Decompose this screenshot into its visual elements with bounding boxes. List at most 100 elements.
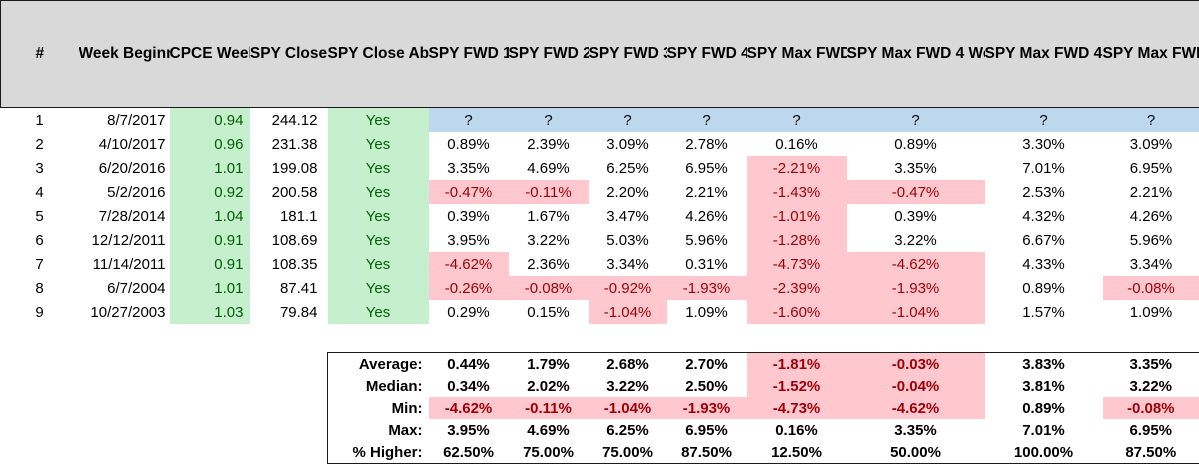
fwd1-cell[interactable]: 3.95%	[429, 228, 509, 252]
max-dd-cell[interactable]: -2.39%	[747, 276, 847, 300]
week-cell[interactable]: 10/27/2003	[79, 300, 170, 324]
row-number[interactable]: 8	[1, 276, 79, 300]
stat-dd-cell[interactable]: -1.52%	[747, 375, 847, 397]
fwd4-cell[interactable]: 1.09%	[667, 300, 747, 324]
stat-label[interactable]: Min:	[328, 397, 429, 419]
fwd3-cell[interactable]: -0.92%	[589, 276, 667, 300]
row-number[interactable]: 4	[1, 180, 79, 204]
max-du-cell[interactable]: ?	[985, 108, 1103, 133]
fwd4-cell[interactable]: 4.26%	[667, 204, 747, 228]
row-number[interactable]: 9	[1, 300, 79, 324]
sma-cell[interactable]: Yes	[328, 228, 429, 252]
stat-du-cell[interactable]: 3.83%	[985, 353, 1103, 376]
stat-fwd2-cell[interactable]: -0.11%	[509, 397, 589, 419]
stat-label[interactable]: Average:	[328, 353, 429, 376]
stat-fwd1-cell[interactable]: -4.62%	[429, 397, 509, 419]
spy-close-cell[interactable]: 79.84	[250, 300, 328, 324]
stat-label[interactable]: % Higher:	[328, 441, 429, 464]
stat-fwd2-cell[interactable]: 4.69%	[509, 419, 589, 441]
max-dd-close-cell[interactable]: -1.04%	[847, 300, 985, 324]
stat-fwd3-cell[interactable]: 3.22%	[589, 375, 667, 397]
sma-cell[interactable]: Yes	[328, 108, 429, 133]
empty-cell[interactable]	[1, 375, 79, 397]
max-du-close-cell[interactable]: 4.26%	[1103, 204, 1199, 228]
spy-close-cell[interactable]: 108.69	[250, 228, 328, 252]
fwd3-cell[interactable]: -1.04%	[589, 300, 667, 324]
stat-fwd1-cell[interactable]: 0.34%	[429, 375, 509, 397]
header-fwd3[interactable]: SPY FWD 3 Week Return	[589, 1, 667, 108]
fwd2-cell[interactable]: 4.69%	[509, 156, 589, 180]
fwd3-cell[interactable]: ?	[589, 108, 667, 133]
spy-close-cell[interactable]: 181.1	[250, 204, 328, 228]
fwd4-cell[interactable]: ?	[667, 108, 747, 133]
max-dd-close-cell[interactable]: -1.93%	[847, 276, 985, 300]
fwd2-cell[interactable]: 3.22%	[509, 228, 589, 252]
empty-row[interactable]	[1, 324, 1199, 353]
header-max-dd-close[interactable]: SPY Max FWD 4 Week Drawdown *Close	[847, 1, 985, 108]
empty-cell[interactable]	[250, 353, 328, 376]
empty-cell[interactable]	[1, 397, 79, 419]
max-du-close-cell[interactable]: ?	[1103, 108, 1199, 133]
fwd1-cell[interactable]: 3.35%	[429, 156, 509, 180]
spy-close-cell[interactable]: 87.41	[250, 276, 328, 300]
max-du-close-cell[interactable]: 5.96%	[1103, 228, 1199, 252]
fwd4-cell[interactable]: 2.78%	[667, 132, 747, 156]
cpce-cell[interactable]: 0.91	[170, 252, 250, 276]
spy-close-cell[interactable]: 200.58	[250, 180, 328, 204]
stat-duc-cell[interactable]: 6.95%	[1103, 419, 1199, 441]
stat-dd-cell[interactable]: -1.81%	[747, 353, 847, 376]
stat-du-cell[interactable]: 0.89%	[985, 397, 1103, 419]
max-dd-cell[interactable]: -1.28%	[747, 228, 847, 252]
empty-cell[interactable]	[250, 397, 328, 419]
cpce-cell[interactable]: 0.96	[170, 132, 250, 156]
empty-cell[interactable]	[250, 441, 328, 464]
fwd1-cell[interactable]: 0.29%	[429, 300, 509, 324]
spy-close-cell[interactable]: 231.38	[250, 132, 328, 156]
empty-cell[interactable]	[170, 353, 250, 376]
max-dd-cell[interactable]: -1.43%	[747, 180, 847, 204]
week-cell[interactable]: 8/7/2017	[79, 108, 170, 133]
week-cell[interactable]: 12/12/2011	[79, 228, 170, 252]
stat-ddc-cell[interactable]: -0.03%	[847, 353, 985, 376]
stat-duc-cell[interactable]: 3.22%	[1103, 375, 1199, 397]
stat-dd-cell[interactable]: -4.73%	[747, 397, 847, 419]
max-du-cell[interactable]: 0.89%	[985, 276, 1103, 300]
header-max-dd[interactable]: SPY Max FWD 4 Week Drawdown	[747, 1, 847, 108]
stat-fwd3-cell[interactable]: 2.68%	[589, 353, 667, 376]
max-dd-close-cell[interactable]: -0.47%	[847, 180, 985, 204]
max-du-close-cell[interactable]: 6.95%	[1103, 156, 1199, 180]
week-cell[interactable]: 6/7/2004	[79, 276, 170, 300]
empty-cell[interactable]	[1, 353, 79, 376]
sma-cell[interactable]: Yes	[328, 204, 429, 228]
stat-dd-cell[interactable]: 12.50%	[747, 441, 847, 464]
fwd2-cell[interactable]: 1.67%	[509, 204, 589, 228]
header-fwd4[interactable]: SPY FWD 4 Week Return	[667, 1, 747, 108]
max-dd-close-cell[interactable]: 0.89%	[847, 132, 985, 156]
max-dd-cell[interactable]: -4.73%	[747, 252, 847, 276]
max-du-close-cell[interactable]: 3.09%	[1103, 132, 1199, 156]
stat-fwd1-cell[interactable]: 3.95%	[429, 419, 509, 441]
stat-du-cell[interactable]: 7.01%	[985, 419, 1103, 441]
cpce-cell[interactable]: 1.01	[170, 156, 250, 180]
fwd4-cell[interactable]: 6.95%	[667, 156, 747, 180]
fwd3-cell[interactable]: 5.03%	[589, 228, 667, 252]
fwd3-cell[interactable]: 3.09%	[589, 132, 667, 156]
stat-fwd4-cell[interactable]: -1.93%	[667, 397, 747, 419]
max-dd-close-cell[interactable]: 0.39%	[847, 204, 985, 228]
max-dd-cell[interactable]: ?	[747, 108, 847, 133]
max-dd-close-cell[interactable]: 3.35%	[847, 156, 985, 180]
max-du-close-cell[interactable]: 2.21%	[1103, 180, 1199, 204]
stat-duc-cell[interactable]: 3.35%	[1103, 353, 1199, 376]
fwd3-cell[interactable]: 6.25%	[589, 156, 667, 180]
week-cell[interactable]: 11/14/2011	[79, 252, 170, 276]
sma-cell[interactable]: Yes	[328, 300, 429, 324]
stat-ddc-cell[interactable]: -4.62%	[847, 397, 985, 419]
stat-ddc-cell[interactable]: 50.00%	[847, 441, 985, 464]
cpce-cell[interactable]: 0.91	[170, 228, 250, 252]
sma-cell[interactable]: Yes	[328, 180, 429, 204]
fwd4-cell[interactable]: 5.96%	[667, 228, 747, 252]
fwd1-cell[interactable]: -4.62%	[429, 252, 509, 276]
row-number[interactable]: 5	[1, 204, 79, 228]
empty-cell[interactable]	[170, 441, 250, 464]
max-dd-close-cell[interactable]: ?	[847, 108, 985, 133]
